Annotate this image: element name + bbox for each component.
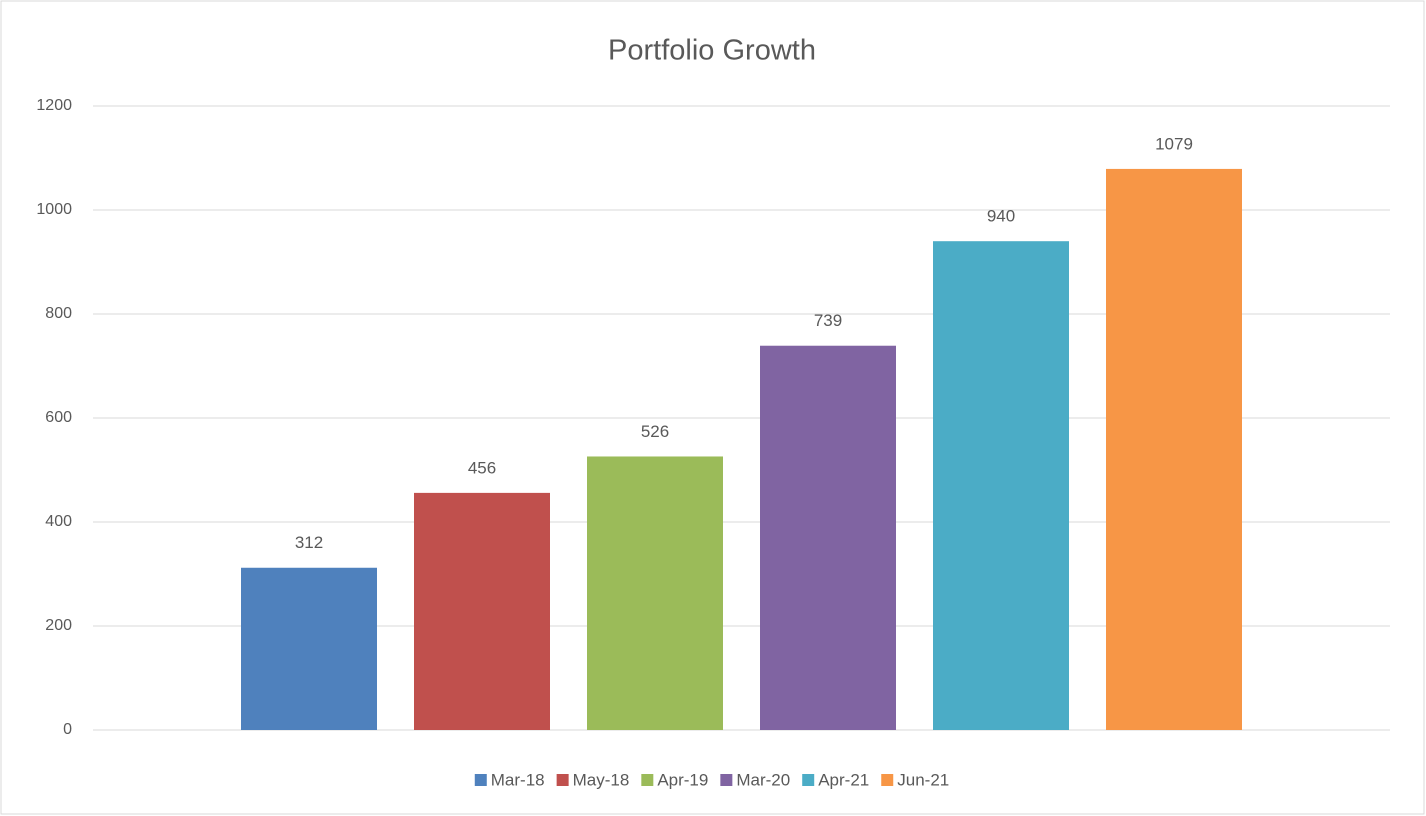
y-tick-label: 600 <box>45 409 72 426</box>
y-tick-label: 1200 <box>36 97 72 114</box>
data-label: 739 <box>814 311 842 330</box>
legend-swatch <box>720 774 733 786</box>
data-label: 940 <box>987 207 1015 226</box>
data-label: 312 <box>295 533 323 552</box>
data-label: 456 <box>468 458 496 477</box>
bar <box>1106 168 1242 731</box>
legend-swatch <box>474 774 487 786</box>
legend: Mar-18 May-18 Apr-19 Mar-20 Apr-21 Jun-21 <box>474 770 949 789</box>
y-tick-label: 200 <box>45 617 72 634</box>
legend-swatch <box>881 774 894 786</box>
data-label: 526 <box>641 422 669 441</box>
legend-label: Apr-19 <box>657 770 708 789</box>
legend-label: Apr-21 <box>818 770 869 789</box>
y-tick-label: 400 <box>45 513 72 530</box>
bar <box>241 567 377 730</box>
chart-title: Portfolio Growth <box>608 35 816 67</box>
bar <box>414 492 550 730</box>
y-tick-label: 0 <box>63 721 72 738</box>
bar <box>587 456 723 730</box>
data-label: 1079 <box>1155 134 1193 153</box>
legend-label: May-18 <box>573 770 630 789</box>
legend-label: Mar-20 <box>736 770 790 789</box>
y-tick-label: 1000 <box>36 201 72 218</box>
bar <box>760 345 896 730</box>
legend-swatch <box>556 774 569 786</box>
legend-swatch <box>802 774 815 786</box>
legend-label: Mar-18 <box>491 770 545 789</box>
legend-label: Jun-21 <box>897 770 949 789</box>
bar <box>933 241 1069 730</box>
legend-swatch <box>641 774 654 786</box>
y-tick-label: 800 <box>45 305 72 322</box>
